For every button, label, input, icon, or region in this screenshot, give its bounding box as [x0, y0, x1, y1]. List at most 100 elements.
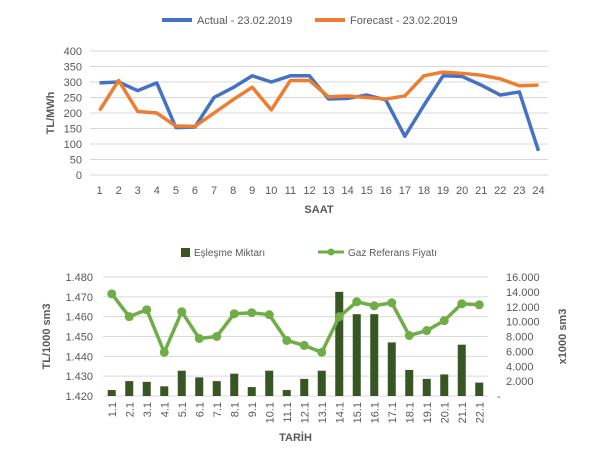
data-point: [334, 312, 344, 322]
data-point: [404, 331, 414, 341]
x-tick-label: 12: [303, 185, 315, 197]
x-tick-label: 16.1: [369, 402, 381, 423]
x-axis-title: SAAT: [304, 204, 333, 216]
y-tick-label: 1.480: [65, 272, 93, 284]
x-tick-label: 9: [249, 185, 255, 197]
x-tick-label: 4.1: [159, 402, 171, 417]
bar: [422, 378, 431, 396]
x-tick-label: 7.1: [212, 402, 224, 417]
x-tick-label: 10.1: [264, 402, 276, 423]
x-tick-label: 15: [361, 185, 373, 197]
y-axis-title: TL/1000 sm3: [41, 303, 53, 369]
data-point: [212, 332, 222, 341]
y-tick-label: 1.470: [65, 292, 93, 304]
x-tick-label: 20: [456, 185, 468, 197]
x-tick-label: 22.1: [474, 402, 486, 423]
x-tick-label: 11: [285, 185, 296, 197]
bar: [212, 381, 221, 396]
y-tick-label: 250: [64, 93, 82, 105]
x-tick-label: 7: [211, 185, 217, 197]
x-tick-label: 18.1: [404, 402, 416, 423]
bar: [107, 390, 116, 396]
bar: [160, 386, 169, 396]
x-tick-label: 8: [230, 185, 236, 197]
data-point: [282, 335, 292, 345]
series-line-gas-price: [110, 292, 480, 355]
data-point: [229, 309, 239, 319]
y-axis-title: TL/MWh: [45, 91, 57, 134]
x-tick-label: 3: [135, 185, 141, 197]
y-tick-label: 0: [76, 170, 82, 182]
y-tick-label: 1.430: [65, 371, 93, 383]
y2-tick-label: 14.000: [506, 287, 540, 299]
bar: [405, 369, 414, 396]
y2-tick-label: 12.000: [506, 302, 540, 314]
y-tick-label: 50: [70, 155, 82, 167]
x-tick-label: 3.1: [142, 402, 154, 417]
data-point: [247, 308, 257, 318]
data-point: [352, 297, 362, 307]
y-tick-label: 200: [64, 108, 82, 120]
data-point: [387, 298, 397, 308]
y2-tick-label: 6.000: [506, 346, 534, 358]
y-tick-label: 150: [64, 124, 82, 136]
bar: [177, 370, 186, 396]
data-point: [474, 300, 484, 310]
x-tick-label: 4: [154, 185, 160, 197]
x-tick-label: 1: [96, 185, 102, 197]
x-tick-label: 5.1: [177, 402, 189, 417]
y2-tick-label: -: [497, 391, 501, 403]
y-tick-label: 350: [64, 62, 82, 74]
bar: [230, 373, 239, 396]
x-tick-label: 15.1: [352, 402, 364, 423]
data-point: [159, 347, 169, 357]
bar: [317, 370, 326, 396]
data-point: [439, 316, 449, 326]
bar: [457, 344, 466, 396]
y-tick-label: 100: [64, 139, 82, 151]
legend-label: Forecast - 23.02.2019: [350, 15, 458, 27]
x-tick-label: 14.1: [334, 402, 346, 423]
x-tick-label: 5: [173, 185, 179, 197]
legend-label: Eşleşme Miktarı: [194, 248, 265, 259]
x-tick-label: 13.1: [317, 402, 329, 423]
data-point: [177, 307, 187, 317]
y2-tick-label: 4.000: [506, 361, 534, 373]
x-tick-label: 12.1: [299, 402, 311, 423]
bar: [352, 314, 361, 396]
x-tick-label: 16: [380, 185, 392, 197]
y2-axis-title: x1000 sm3: [557, 309, 569, 365]
bar: [282, 390, 291, 396]
bar: [265, 370, 274, 396]
bar: [475, 382, 484, 396]
data-point: [194, 333, 204, 343]
x-tick-label: 6: [192, 185, 198, 197]
data-point: [299, 340, 309, 350]
y-tick-label: 300: [64, 77, 82, 89]
bar: [247, 387, 256, 396]
data-point: [142, 305, 152, 315]
y2-tick-label: 8.000: [506, 332, 534, 344]
x-tick-label: 21: [475, 185, 487, 197]
data-point: [264, 310, 274, 320]
x-tick-label: 8.1: [229, 402, 241, 417]
x-tick-label: 24: [532, 185, 544, 197]
x-tick-label: 6.1: [194, 402, 206, 417]
x-tick-label: 11.1: [282, 402, 294, 423]
y2-tick-label: 10.000: [506, 317, 540, 329]
y-tick-label: 1.440: [65, 351, 93, 363]
x-tick-label: 14: [342, 185, 354, 197]
legend-label: Gaz Referans Fiyatı: [348, 248, 437, 259]
x-tick-label: 20.1: [439, 402, 451, 423]
bar: [300, 378, 309, 396]
x-tick-label: 23: [513, 185, 525, 197]
x-axis-title: TARİH: [279, 431, 312, 444]
legend-swatch: [181, 248, 190, 257]
bar: [335, 291, 344, 396]
data-point: [317, 347, 327, 357]
x-tick-label: 17.1: [387, 402, 399, 423]
x-tick-label: 2: [116, 185, 122, 197]
bar: [370, 314, 379, 396]
y-tick-label: 1.420: [65, 391, 93, 403]
